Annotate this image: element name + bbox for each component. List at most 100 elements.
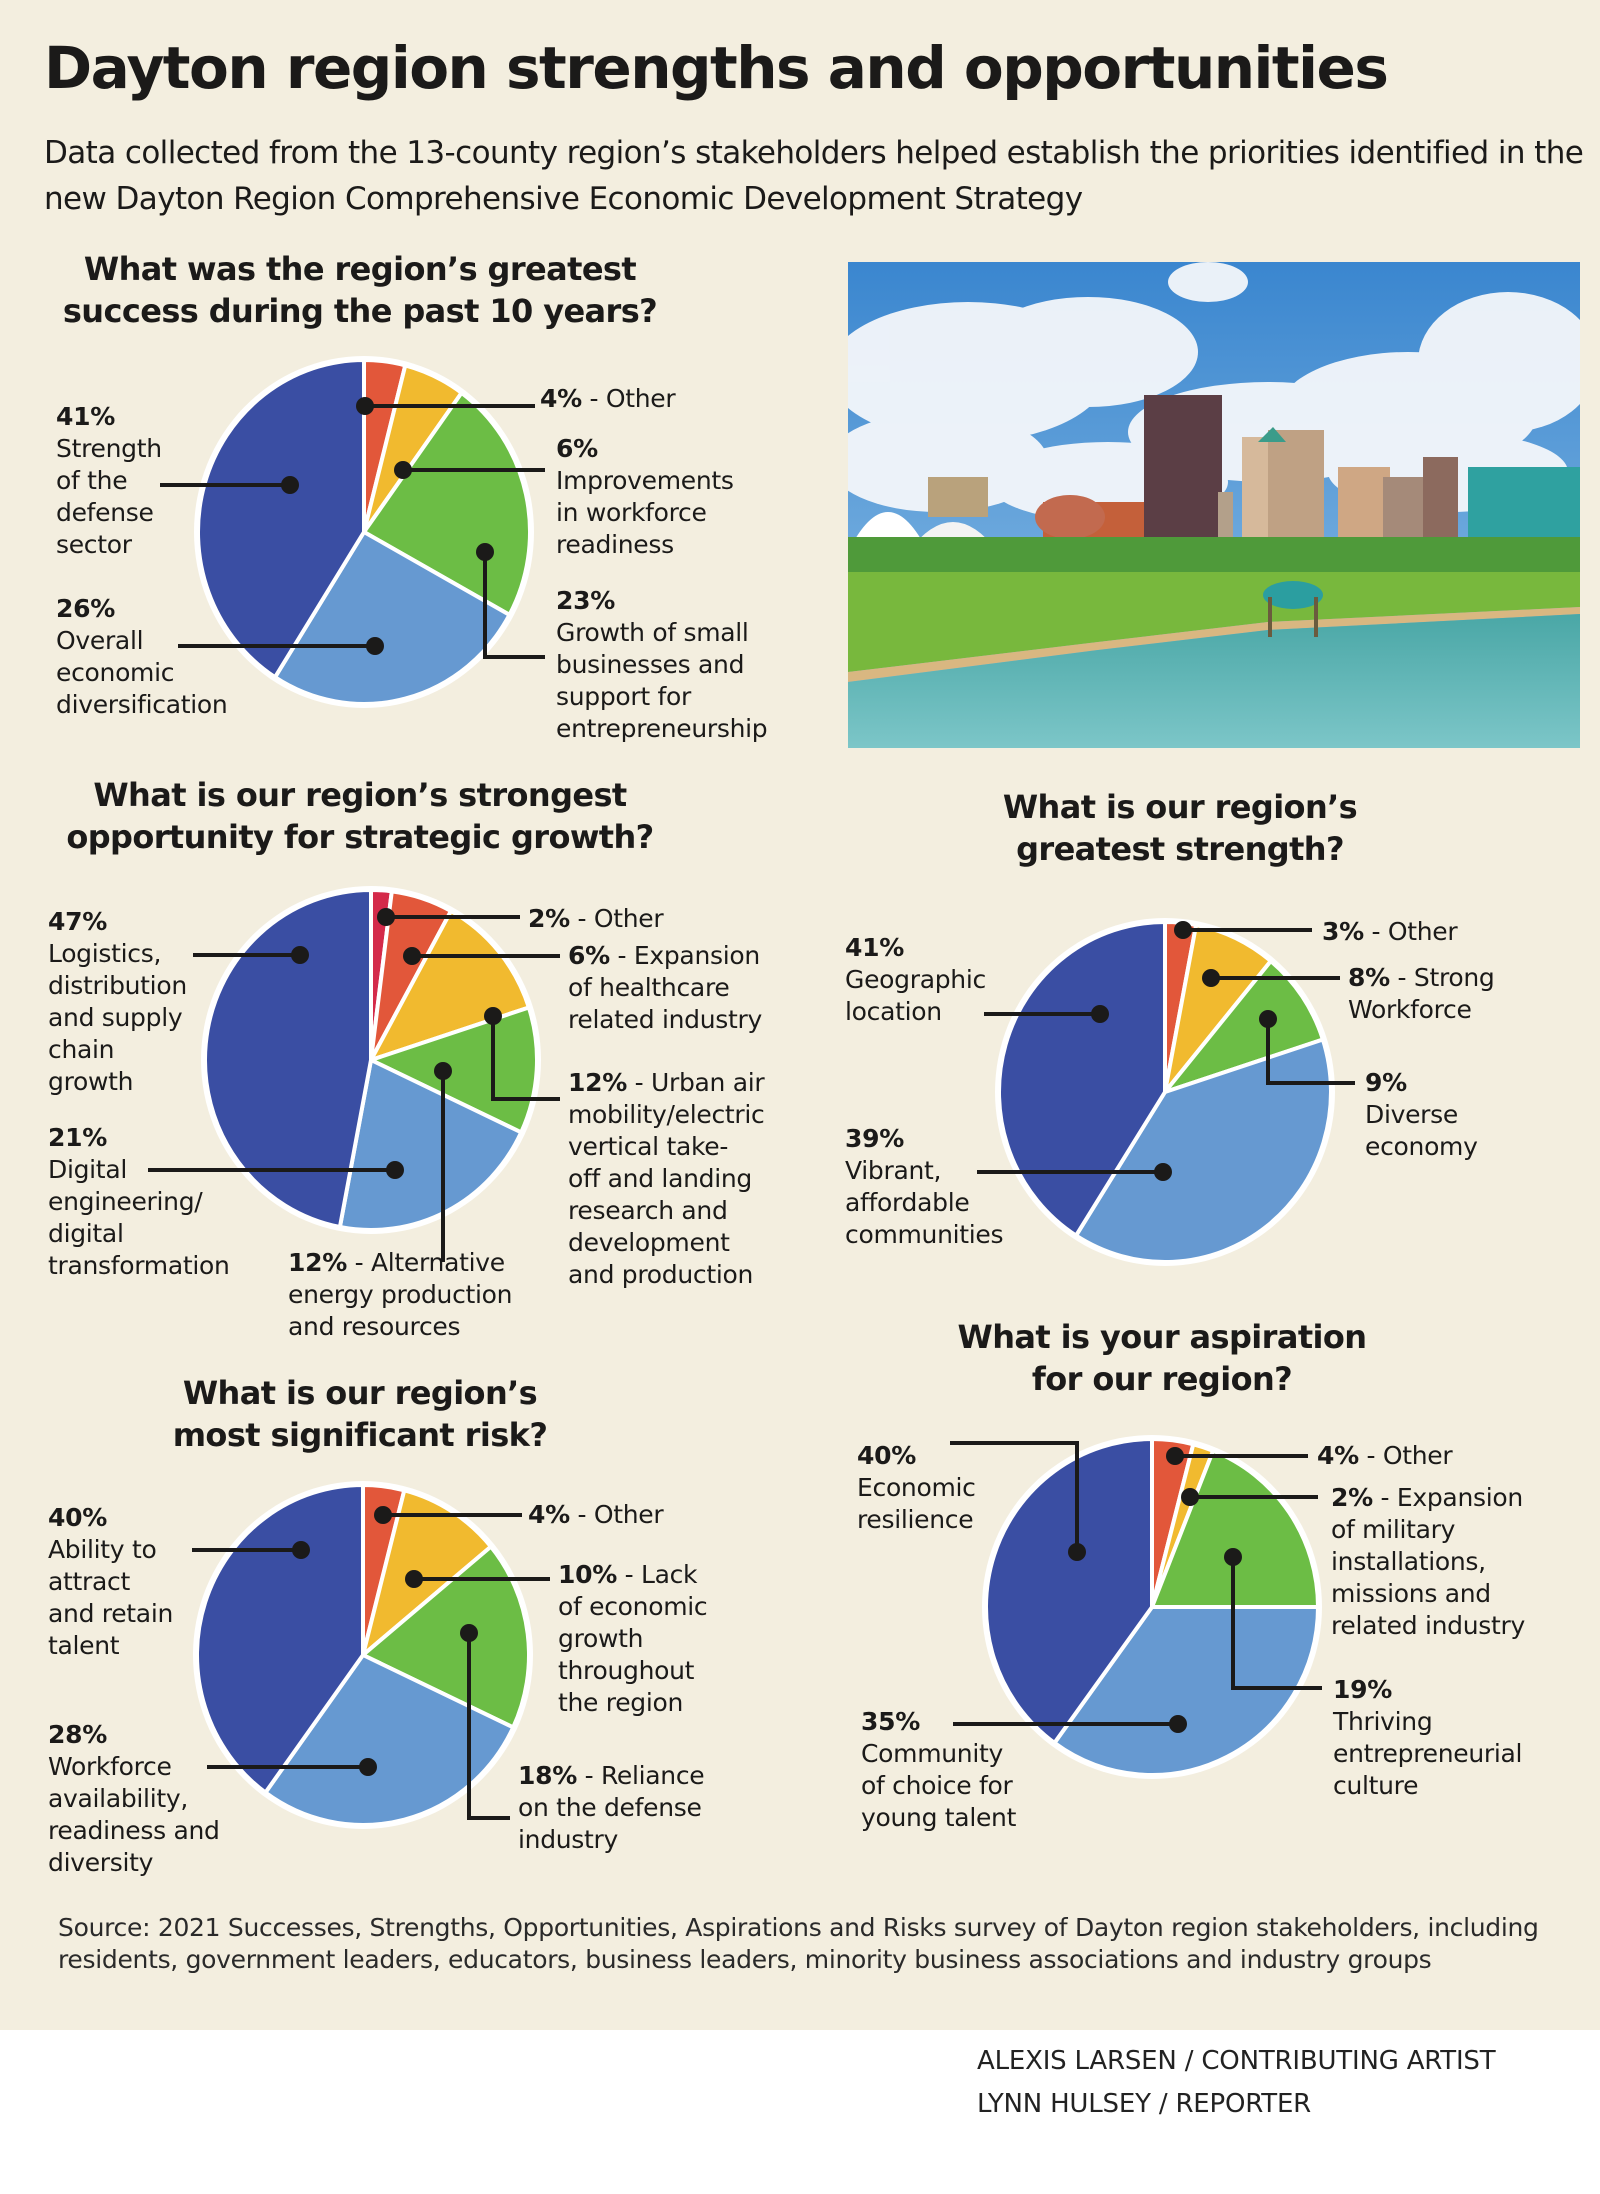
chart-2-title: What is our region’s strongest opportuni… bbox=[40, 774, 680, 858]
leader-dot bbox=[476, 543, 494, 561]
slice-percent: 18% bbox=[518, 1761, 577, 1790]
slice-label-line: missions and bbox=[1331, 1579, 1491, 1608]
leader-line bbox=[1231, 1557, 1322, 1690]
chart-4-label-geographic: 41% Geographic location bbox=[845, 932, 986, 1028]
river bbox=[848, 614, 1580, 748]
chart-1-title: What was the region’s greatest success d… bbox=[40, 248, 680, 332]
slice-label-line: Vibrant, bbox=[845, 1156, 942, 1185]
slice-percent: 26% bbox=[56, 594, 115, 623]
slice-label-line: sector bbox=[56, 530, 132, 559]
slice-label-line: digital bbox=[48, 1219, 124, 1248]
slice-percent: 3% bbox=[1322, 917, 1364, 946]
slice-label-line: of economic bbox=[558, 1592, 708, 1621]
pie-slice bbox=[195, 1483, 365, 1795]
chart-3-title: What is our region’s most significant ri… bbox=[40, 1372, 680, 1456]
leader-line bbox=[491, 1016, 560, 1101]
slice-label-line: communities bbox=[845, 1220, 1004, 1249]
pie-slice bbox=[1052, 1605, 1320, 1777]
slice-label-line: Community bbox=[861, 1739, 1003, 1768]
slice-label-line: readiness bbox=[556, 530, 674, 559]
slice-label-line: of military bbox=[1331, 1515, 1456, 1544]
slice-label-line: Workforce bbox=[1348, 995, 1472, 1024]
leader-dot bbox=[356, 397, 374, 415]
chart-2-label-digital: 21% Digital engineering/digital transformat… bbox=[48, 1122, 230, 1282]
leader-dot bbox=[1068, 1543, 1086, 1561]
slice-label-line: readiness and bbox=[48, 1816, 220, 1845]
slice-percent: 21% bbox=[48, 1123, 107, 1152]
chart-2-label-healthcare: 6% - Expansion of healthcare related indus… bbox=[568, 940, 762, 1036]
chart-1-title-line: What was the region’s greatest bbox=[83, 250, 637, 288]
slice-label-line: Workforce bbox=[48, 1752, 172, 1781]
slice-label: - Other bbox=[1363, 917, 1458, 946]
chart-1-title-line: success during the past 10 years? bbox=[62, 292, 658, 330]
slice-label: - Urban air bbox=[626, 1068, 765, 1097]
slice-label-line: chain bbox=[48, 1035, 115, 1064]
chart-3-label-economic-growth: 10% - Lack of economic growth throughout the… bbox=[558, 1559, 708, 1719]
slice-percent: 35% bbox=[861, 1707, 920, 1736]
slice-label-line: throughout bbox=[558, 1656, 695, 1685]
lawn bbox=[848, 572, 1580, 672]
chart-2-title-line: What is our region’s strongest bbox=[93, 776, 627, 814]
chart-4-title-line: greatest strength? bbox=[1016, 830, 1344, 868]
slice-percent: 41% bbox=[56, 402, 115, 431]
chart-4-label-workforce: 8% - Strong Workforce bbox=[1348, 962, 1495, 1026]
slice-label: - Reliance bbox=[576, 1761, 705, 1790]
slice-percent: 41% bbox=[845, 933, 904, 962]
leader-dot bbox=[1224, 1548, 1242, 1566]
leader-dot bbox=[1202, 969, 1220, 987]
leader-dot bbox=[1169, 1715, 1187, 1733]
slice-label-line: distribution bbox=[48, 971, 187, 1000]
chart-3-label-talent: 40% Ability to attract and retain talent bbox=[48, 1502, 173, 1662]
pie-slice bbox=[996, 920, 1167, 1238]
chart-4-label-other: 3% - Other bbox=[1322, 916, 1458, 948]
skyline-illustration bbox=[848, 262, 1580, 748]
slice-label-line: support for bbox=[556, 682, 692, 711]
slice-label-line: development bbox=[568, 1228, 730, 1257]
leader-dot bbox=[1174, 921, 1192, 939]
gazebo bbox=[1263, 581, 1323, 637]
slice-label-line: economy bbox=[1365, 1132, 1478, 1161]
pie-slice bbox=[1074, 1037, 1334, 1265]
chart-2-label-logistics: 47% Logistics, distribution and supply chain… bbox=[48, 906, 187, 1098]
slice-label-line: Improvements bbox=[556, 466, 734, 495]
slice-label-line: Logistics, bbox=[48, 939, 162, 968]
leader-dot bbox=[1181, 1488, 1199, 1506]
slice-percent: 28% bbox=[48, 1720, 107, 1749]
chart-5-title: What is your aspiration for our region? bbox=[842, 1316, 1482, 1400]
leader-dot bbox=[1259, 1010, 1277, 1028]
slice-percent: 10% bbox=[558, 1560, 617, 1589]
pie-chart-2 bbox=[148, 886, 560, 1262]
chart-5-title-line: What is your aspiration bbox=[957, 1318, 1368, 1356]
chart-3-label-defense-reliance: 18% - Reliance on the defense industry bbox=[518, 1760, 705, 1856]
pie-charts bbox=[148, 356, 1355, 1829]
leader-dot bbox=[434, 1062, 452, 1080]
slice-label-line: installations, bbox=[1331, 1547, 1486, 1576]
slice-percent: 4% bbox=[540, 384, 582, 413]
credit-reporter: LYNN HULSEY / REPORTER bbox=[977, 2089, 1312, 2119]
pie-chart-4 bbox=[977, 918, 1355, 1266]
slice-label-line: young talent bbox=[861, 1803, 1017, 1832]
pie-slice bbox=[273, 530, 512, 706]
slice-label-line: entrepreneurial bbox=[1333, 1739, 1523, 1768]
slice-percent: 19% bbox=[1333, 1675, 1392, 1704]
slice-label-line: of healthcare bbox=[568, 973, 730, 1002]
pie-slice bbox=[361, 1544, 531, 1730]
chart-2-label-alt-energy: 12% - Alternative energy production and re… bbox=[288, 1247, 513, 1343]
slice-percent: 12% bbox=[288, 1248, 347, 1277]
slice-label-line: Digital bbox=[48, 1155, 127, 1184]
leader-dot bbox=[386, 1161, 404, 1179]
slice-label-line: Ability to bbox=[48, 1535, 157, 1564]
chart-5-label-entrepreneurial: 19% Thriving entrepreneurial culture bbox=[1333, 1674, 1522, 1802]
slice-label-line: on the defense bbox=[518, 1793, 702, 1822]
slice-label-line: related industry bbox=[1331, 1611, 1525, 1640]
leader-dot bbox=[484, 1007, 502, 1025]
leader-line bbox=[950, 1441, 1079, 1552]
page-title: Dayton region strengths and opportunitie… bbox=[44, 34, 1389, 102]
pie-chart-3 bbox=[192, 1481, 550, 1829]
chart-2-title-line: opportunity for strategic growth? bbox=[66, 818, 654, 856]
chart-1-label-workforce: 6% Improvements in workforce readiness bbox=[556, 433, 734, 561]
slice-label-line: industry bbox=[518, 1825, 619, 1854]
trees bbox=[848, 537, 1580, 572]
slice-label-line: research and bbox=[568, 1196, 728, 1225]
leader-dot bbox=[281, 476, 299, 494]
